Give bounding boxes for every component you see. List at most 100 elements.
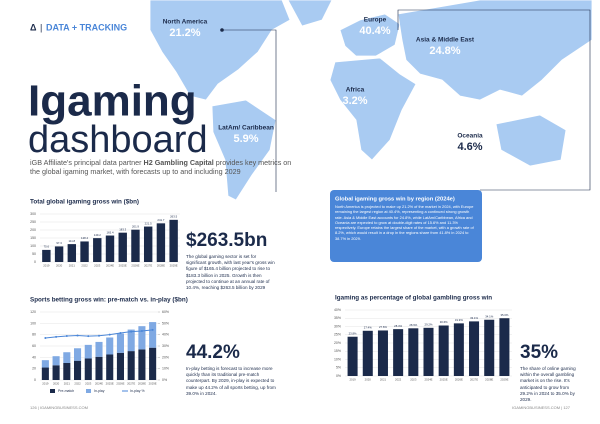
- value-label: 23.8%: [349, 331, 357, 335]
- x-tick-label: 2022: [395, 378, 402, 382]
- bar: [393, 329, 404, 376]
- region-value: 21.2%: [169, 27, 200, 39]
- y-tick-label: 200: [30, 228, 36, 232]
- y-tick-label: 35%: [334, 316, 341, 320]
- x-tick-label: 2028E: [157, 264, 165, 268]
- region-value: 5.9%: [233, 133, 258, 145]
- y-tick-label: 300: [30, 212, 36, 216]
- legend-swatch: [86, 389, 91, 393]
- x-tick-label: 2026E: [455, 378, 463, 382]
- x-tick-label: 2024E: [106, 264, 114, 268]
- x-tick-label: 2026E: [131, 264, 139, 268]
- headline: Igaming: [28, 77, 197, 126]
- line-point: [151, 328, 154, 331]
- line-point: [65, 335, 68, 338]
- highlight-text: The global gaming sector is set for sign…: [186, 254, 275, 290]
- value-label: 29.2%: [425, 323, 433, 327]
- bar-segment: [138, 349, 146, 380]
- value-label: 183.3: [119, 227, 126, 231]
- highlight-text: The share of online gaming within the ov…: [520, 366, 576, 402]
- value-label: 221.5: [145, 221, 152, 225]
- highlight-text: In-play betting is forecast to increase …: [186, 366, 276, 396]
- bar: [67, 244, 77, 262]
- region-value: 40.4%: [359, 25, 390, 37]
- y2-tick-label: 50%: [162, 321, 169, 325]
- region-value: 4.6%: [457, 141, 482, 153]
- x-tick-label: 2029E: [170, 264, 178, 268]
- bar: [423, 327, 434, 376]
- bar: [156, 223, 166, 262]
- chart-title: Total global igaming gross win ($bn): [30, 199, 139, 206]
- bar-segment: [106, 337, 114, 355]
- bar-segment: [74, 348, 82, 361]
- bar-segment: [74, 360, 82, 380]
- footer: 126 | IGAMINGBUSINESS.COM: [30, 405, 88, 410]
- x-tick-label: 2024E: [424, 378, 432, 382]
- bar-segment: [41, 360, 49, 368]
- x-tick-label: 2022: [74, 382, 81, 386]
- x-tick-label: 2024E: [95, 382, 103, 386]
- y2-tick-label: 60%: [162, 310, 169, 314]
- value-label: 97.3: [56, 241, 62, 245]
- region-box-title: Global igaming gross win by region (2024…: [335, 197, 455, 203]
- x-tick-label: 2028E: [485, 378, 493, 382]
- y-tick-label: 60: [32, 344, 36, 348]
- bar: [169, 219, 178, 262]
- bar: [143, 226, 153, 262]
- value-label: 201.9: [132, 224, 139, 228]
- bar-segment: [138, 326, 146, 350]
- bar-segment: [84, 358, 92, 380]
- highlight-figure: 44.2%: [186, 342, 240, 363]
- y-tick-label: 0: [34, 260, 36, 264]
- region-box-body: North America is projected to make up 21…: [335, 204, 474, 241]
- bar: [453, 323, 464, 376]
- value-label: 33.1%: [470, 316, 478, 320]
- intro-text: provides key metrics on the global igami…: [30, 158, 292, 177]
- region-box: [330, 190, 482, 262]
- line-point: [76, 334, 79, 337]
- value-label: 30.6%: [440, 320, 448, 324]
- line-point: [140, 330, 143, 333]
- y2-tick-label: 20%: [162, 355, 169, 359]
- intro-text: iGB Affiliate's principal data partner: [30, 158, 144, 167]
- x-tick-label: 2029E: [149, 382, 157, 386]
- chart-title: Sports betting gross win: pre-match vs. …: [30, 297, 188, 304]
- x-tick-label: 2027E: [127, 382, 135, 386]
- region-name: Europe: [364, 17, 387, 24]
- bar: [438, 325, 449, 376]
- bar-segment: [95, 356, 103, 380]
- y-tick-label: 30%: [334, 324, 341, 328]
- line-point: [119, 331, 122, 334]
- region-name: LatAm/ Caribbean: [218, 125, 274, 132]
- x-tick-label: 2025E: [119, 264, 127, 268]
- value-label: 75.6: [44, 245, 50, 249]
- y-tick-label: 250: [30, 220, 36, 224]
- x-tick-label: 2028E: [138, 382, 146, 386]
- bar-segment: [106, 354, 114, 380]
- headline: dashboard: [28, 119, 208, 161]
- line-point: [130, 330, 133, 333]
- legend-label: Pre-match: [58, 389, 74, 393]
- legend-label: In-play %: [130, 389, 145, 393]
- bar: [93, 238, 102, 262]
- bar-segment: [52, 365, 60, 380]
- y-tick-label: 40: [32, 355, 36, 359]
- y-tick-label: 5%: [336, 366, 341, 370]
- x-tick-label: 2026E: [116, 382, 124, 386]
- value-label: 34.1%: [485, 314, 493, 318]
- y-tick-label: 150: [30, 236, 36, 240]
- divider: |: [40, 22, 42, 32]
- y2-tick-label: 30%: [162, 344, 169, 348]
- bar: [469, 321, 480, 376]
- bar: [347, 336, 358, 376]
- value-label: 27.6%: [379, 325, 387, 329]
- x-tick-label: 2023: [94, 264, 101, 268]
- value-label: 28.9%: [409, 323, 417, 327]
- y-tick-label: 50: [32, 252, 36, 256]
- pointer-dot: [220, 28, 224, 32]
- bar: [80, 241, 89, 262]
- value-label: 263.5: [170, 215, 177, 219]
- logo: Δ: [30, 22, 37, 32]
